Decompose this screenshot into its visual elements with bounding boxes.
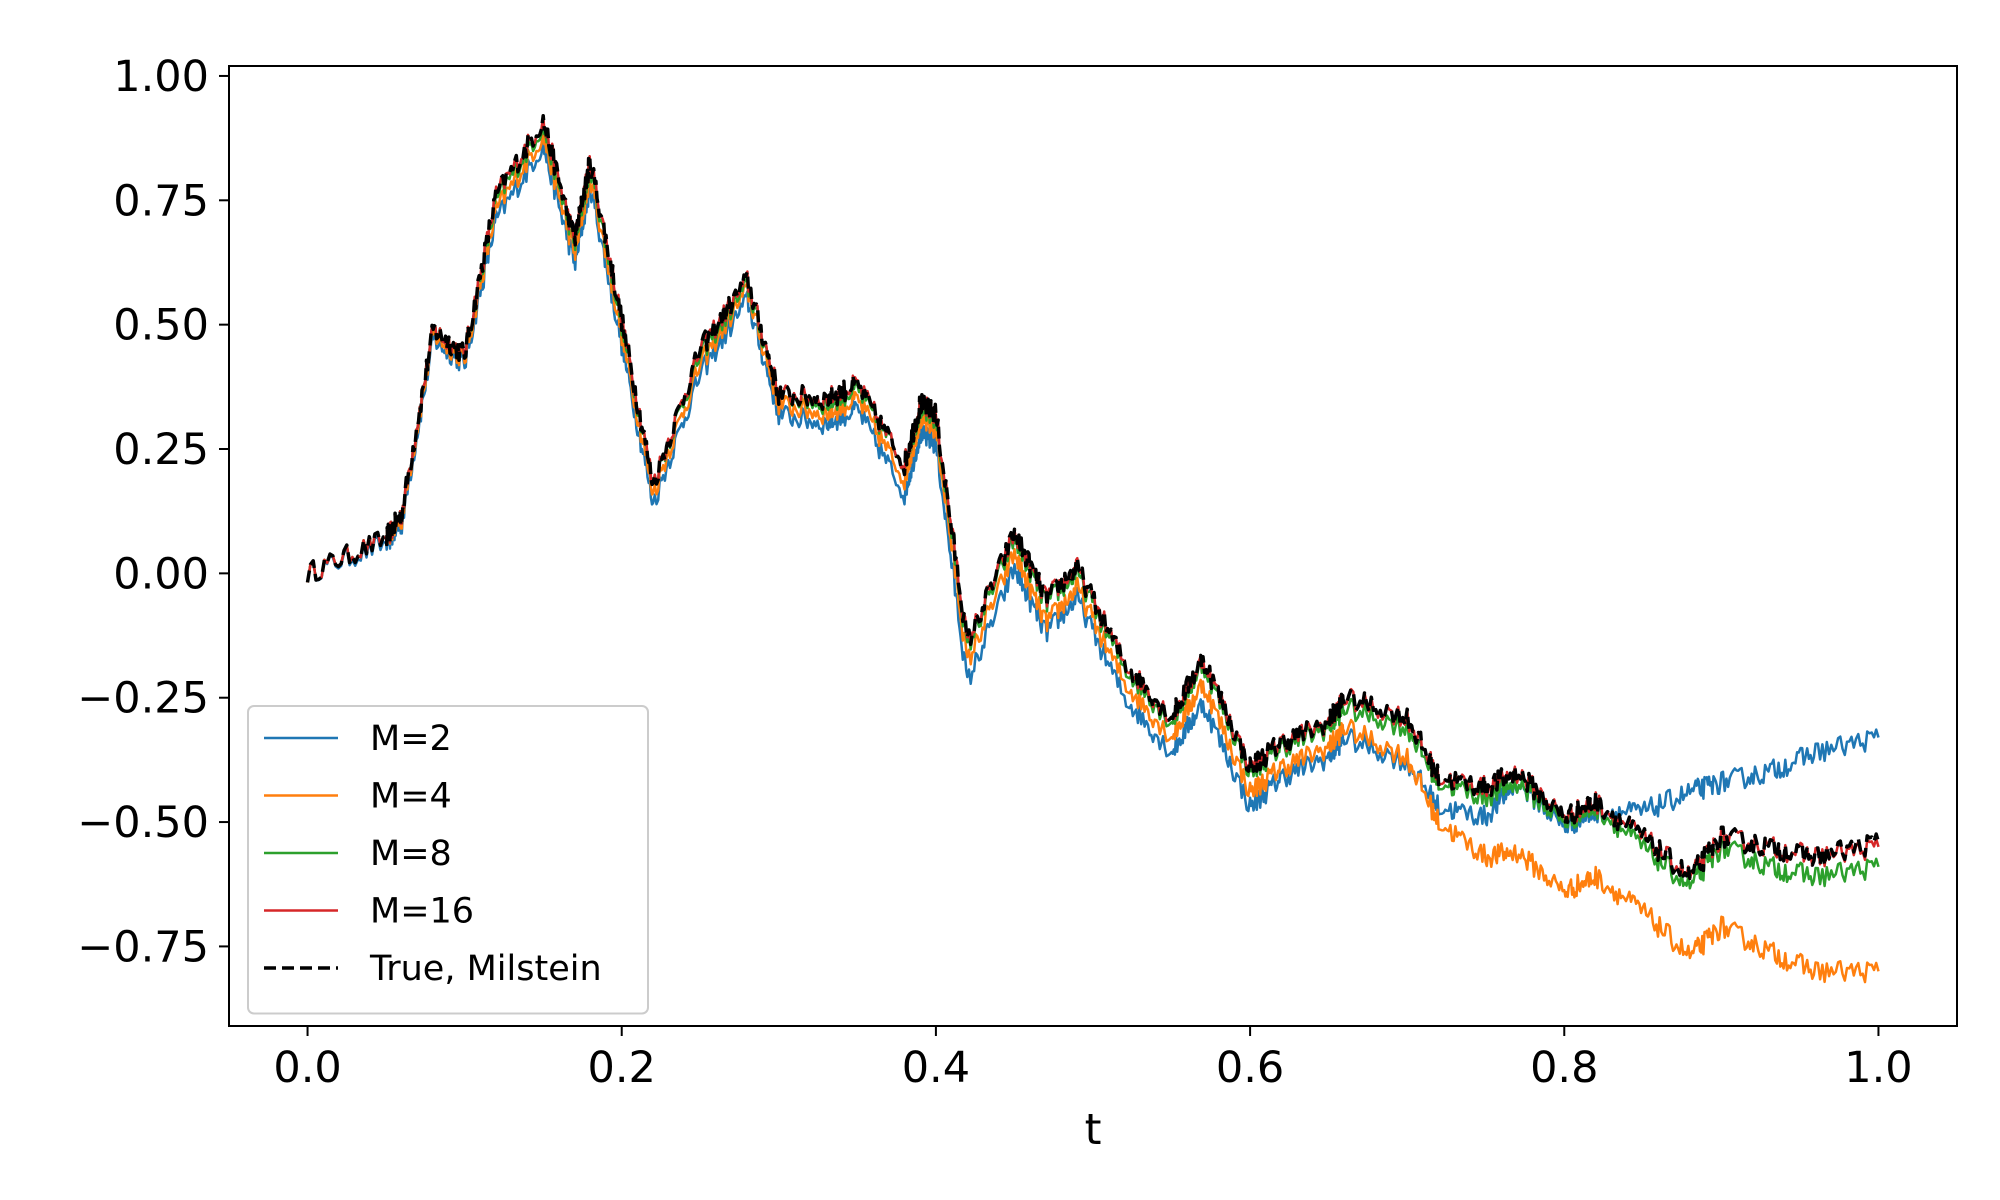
y-tick-label: 0.50 — [113, 301, 209, 351]
series-line-4 — [305, 113, 1881, 881]
legend-box — [247, 705, 649, 1015]
y-tick-label: 0.25 — [113, 425, 209, 475]
y-tick-label: 0.00 — [113, 549, 209, 599]
y-tick-label: 1.00 — [113, 52, 209, 102]
legend-label: M=4 — [370, 777, 452, 817]
x-tick-label: 0.2 — [588, 1043, 656, 1093]
x-tick-label: 0.4 — [902, 1043, 970, 1093]
plot-frame — [228, 65, 1958, 1027]
y-tick-label: 0.75 — [113, 176, 209, 226]
y-tick-label: −0.75 — [77, 922, 209, 972]
legend-label: M=16 — [370, 892, 474, 932]
legend: M=2 M=4 M=8 M=16 True, Milstein — [247, 705, 649, 1015]
x-axis: 0.0 0.2 0.4 0.6 0.8 1.0 — [273, 1026, 1913, 1093]
legend-label: M=8 — [370, 834, 452, 874]
x-tick-label: 0.0 — [273, 1043, 341, 1093]
x-axis-title: t — [1085, 1105, 1102, 1155]
legend-label: True, Milstein — [369, 949, 602, 989]
legend-label: M=2 — [370, 719, 452, 759]
x-tick-label: 0.6 — [1216, 1043, 1284, 1093]
series-layer — [305, 113, 1881, 984]
y-tick-label: −0.50 — [77, 798, 209, 848]
x-tick-label: 1.0 — [1844, 1043, 1912, 1093]
y-axis: 1.00 0.75 0.50 0.25 0.00 −0.25 −0.50 −0.75 — [77, 52, 229, 972]
x-tick-label: 0.8 — [1530, 1043, 1598, 1093]
y-tick-label: −0.25 — [77, 674, 209, 724]
series-line-1 — [306, 129, 1880, 984]
